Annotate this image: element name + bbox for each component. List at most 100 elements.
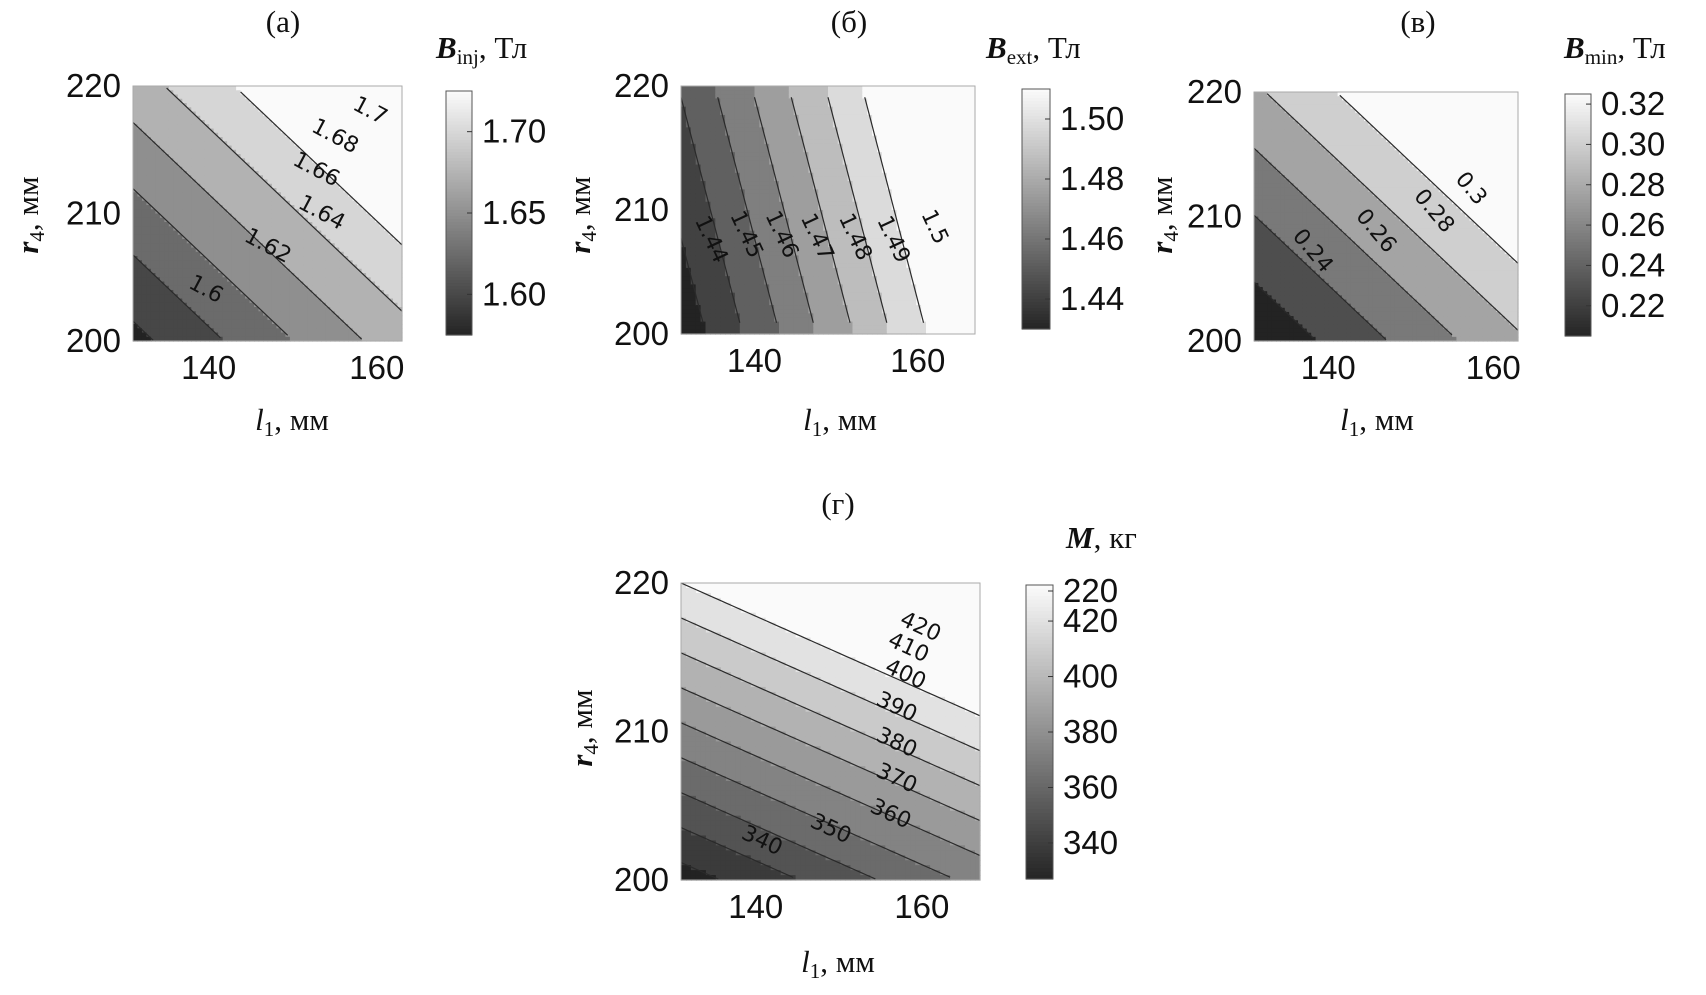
heatmap-cell xyxy=(298,120,304,125)
heatmap-cell xyxy=(164,294,170,300)
heatmap-cell xyxy=(267,285,273,291)
y-axis-label: r4, мм xyxy=(10,176,49,253)
heatmap-cell xyxy=(186,145,192,151)
heatmap-cell xyxy=(267,239,273,244)
heatmap-cell xyxy=(764,238,770,244)
heatmap-cell xyxy=(734,305,741,310)
heatmap-cell xyxy=(236,196,242,202)
heatmap-cell xyxy=(700,292,707,298)
heatmap-cell xyxy=(177,94,183,100)
heatmap-cell xyxy=(720,214,726,219)
heatmap-cell xyxy=(213,98,219,104)
heatmap-cell xyxy=(316,234,322,240)
heatmap-cell xyxy=(749,329,756,335)
heatmap-cell xyxy=(133,311,139,317)
heatmap-cell xyxy=(298,94,304,100)
heatmap-cell xyxy=(204,111,210,117)
heatmap-cell xyxy=(276,217,282,223)
heatmap-cell xyxy=(361,158,367,164)
heatmap-cell xyxy=(137,166,143,172)
heatmap-cell xyxy=(393,137,399,142)
heatmap-cell xyxy=(384,302,390,308)
heatmap-cell xyxy=(298,145,304,151)
heatmap-cell xyxy=(769,272,775,277)
heatmap-cell xyxy=(307,230,313,236)
heatmap-cell xyxy=(397,115,403,121)
heatmap-cell xyxy=(285,128,291,134)
heatmap-cell xyxy=(384,285,390,291)
heatmap-cell xyxy=(343,315,349,321)
heatmap-cell xyxy=(769,201,775,207)
heatmap-cell xyxy=(681,210,687,215)
heatmap-cell xyxy=(263,183,269,189)
heatmap-cell xyxy=(730,272,736,277)
heatmap-cell xyxy=(137,145,143,151)
heatmap-cell xyxy=(289,294,295,300)
heatmap-cell xyxy=(397,222,403,227)
heatmap-cell xyxy=(271,328,278,334)
heatmap-cell xyxy=(375,302,381,308)
heatmap-cell xyxy=(164,98,170,104)
heatmap-cell xyxy=(276,311,282,317)
heatmap-cell xyxy=(361,188,367,193)
heatmap-cell xyxy=(715,152,721,157)
heatmap-cell xyxy=(280,166,287,172)
heatmap-cell xyxy=(164,247,170,253)
heatmap-cell xyxy=(744,321,751,327)
heatmap-cell xyxy=(720,119,726,124)
heatmap-cell xyxy=(285,183,291,189)
heatmap-cell xyxy=(357,285,363,291)
heatmap-cell xyxy=(375,132,381,138)
heatmap-cell xyxy=(258,120,264,125)
heatmap-cell xyxy=(348,158,354,164)
heatmap-cell xyxy=(357,307,363,312)
heatmap-cell xyxy=(263,94,269,100)
heatmap-cell xyxy=(285,158,291,164)
heatmap-cell xyxy=(213,137,219,142)
heatmap-cell xyxy=(294,302,300,308)
heatmap-cell xyxy=(155,243,161,249)
heatmap-cell xyxy=(388,273,394,278)
heatmap-cell xyxy=(316,107,322,113)
heatmap-cell xyxy=(227,213,233,219)
heatmap-cell xyxy=(231,256,237,261)
heatmap-cell xyxy=(182,162,188,168)
heatmap-cell xyxy=(357,302,363,308)
heatmap-cell xyxy=(393,103,399,108)
heatmap-cell xyxy=(133,162,139,168)
heatmap-cell xyxy=(298,137,304,142)
heatmap-cell xyxy=(690,280,697,285)
heatmap-cell xyxy=(366,205,372,210)
heatmap-cell xyxy=(370,107,376,113)
heatmap-cell xyxy=(280,264,287,270)
heatmap-cell xyxy=(343,145,349,151)
heatmap-cell xyxy=(715,135,721,141)
heatmap-cell xyxy=(720,164,726,170)
heatmap-cell xyxy=(258,226,264,232)
heatmap-cell xyxy=(316,290,322,295)
heatmap-cell xyxy=(146,149,152,155)
heatmap-cell xyxy=(209,319,215,325)
heatmap-cell xyxy=(294,311,300,317)
heatmap-cell xyxy=(325,264,331,270)
heatmap-cell xyxy=(240,98,246,104)
heatmap-cell xyxy=(779,230,785,236)
heatmap-cell xyxy=(739,288,746,294)
heatmap-cell xyxy=(769,98,775,104)
heatmap-cell xyxy=(141,328,148,334)
heatmap-cell xyxy=(375,332,381,338)
heatmap-cell xyxy=(209,179,215,185)
heatmap-cell xyxy=(705,139,711,145)
heatmap-cell xyxy=(146,98,152,104)
heatmap-cell xyxy=(325,192,331,198)
heatmap-cell xyxy=(164,90,170,96)
heatmap-cell xyxy=(249,107,255,113)
heatmap-cell xyxy=(258,247,264,253)
heatmap-cell xyxy=(375,294,381,300)
heatmap-cell xyxy=(316,285,322,291)
heatmap-cell xyxy=(307,260,313,266)
heatmap-cell xyxy=(191,128,197,134)
heatmap-cell xyxy=(730,197,736,203)
heatmap-cell xyxy=(316,324,322,329)
heatmap-cell xyxy=(348,200,354,206)
